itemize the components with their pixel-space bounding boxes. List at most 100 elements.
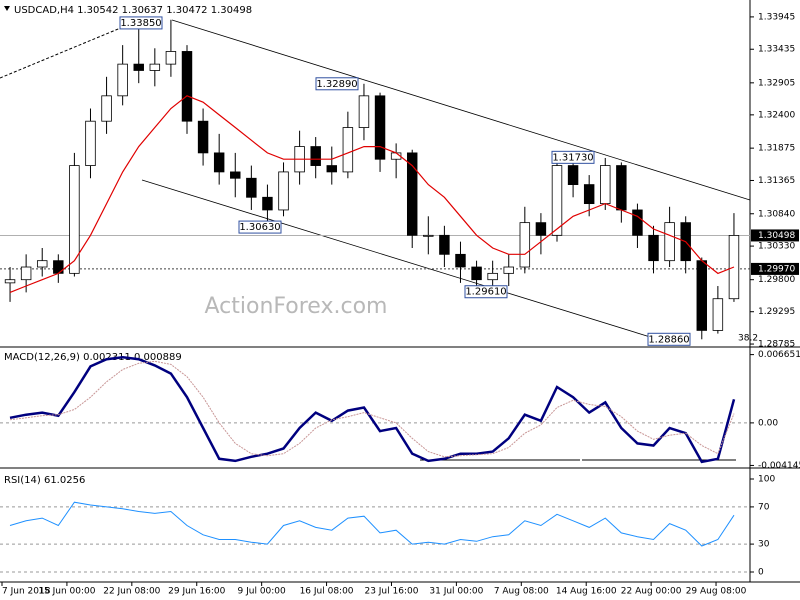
candle-body [326, 165, 338, 173]
price-annotation: 1.31730 [552, 152, 593, 163]
x-tick-label: 29 Aug 08:00 [686, 587, 747, 597]
x-tick-label: 14 Aug 16:00 [556, 587, 617, 597]
y-tick-label: -0.004145 [758, 461, 800, 471]
candle-body [36, 260, 48, 268]
candle-body [133, 63, 144, 71]
y-tick-label: 0.006651 [758, 350, 800, 360]
candle-body [583, 184, 595, 205]
macd-header: MACD(12,26,9) 0.002311 0.000889 [4, 352, 182, 363]
candle-body [4, 279, 16, 284]
x-tick-label: 31 Jul 00:00 [429, 587, 483, 597]
candle-body [423, 234, 434, 237]
last-price-label: 1.30498 [758, 231, 795, 241]
y-tick-label: 30 [758, 540, 770, 550]
candle-body [117, 63, 128, 97]
price-box [751, 262, 799, 275]
y-tick-label: 100 [758, 474, 775, 484]
channel-upper [171, 19, 751, 201]
y-tick-label: 1.28785 [758, 340, 795, 350]
candle-body [535, 222, 547, 236]
price-annotation-box [315, 77, 359, 91]
candle-body [262, 196, 273, 211]
x-tick-label: 23 Jul 16:00 [364, 587, 418, 597]
series-line [9, 95, 735, 293]
y-tick-label: 1.30840 [758, 209, 795, 219]
symbol-header: USDCAD,H4 1.30542 1.30637 1.30472 1.3049… [14, 5, 252, 16]
candle-body [406, 152, 418, 236]
x-tick-label: 22 Jun 08:00 [103, 587, 160, 597]
candle-body [358, 95, 370, 128]
y-tick-label: 70 [758, 502, 770, 512]
candle-body [246, 177, 257, 198]
candle-body [230, 171, 241, 179]
x-tick-label: 9 Jul 00:00 [238, 587, 287, 597]
price-annotation: 1.28860 [648, 334, 689, 345]
price-annotation-box [238, 220, 282, 234]
candle-body [616, 165, 627, 211]
fib-label: 38.2 [738, 334, 758, 344]
candle-body [487, 272, 498, 281]
candle-body [439, 234, 450, 255]
candle-body [149, 63, 161, 71]
candle-body [600, 165, 611, 205]
candle-body [632, 209, 643, 236]
y-tick-label: 1.29295 [758, 307, 795, 317]
candle-body [310, 146, 321, 166]
x-tick-label: 7 Aug 08:00 [494, 587, 549, 597]
x-tick-label: 16 Jul 08:00 [300, 587, 354, 597]
candle-body [471, 266, 482, 281]
y-tick-label: 0.00 [758, 418, 778, 428]
x-tick-label: 22 Aug 00:00 [621, 587, 682, 597]
x-tick-label: 15 Jun 00:00 [38, 587, 95, 597]
price-annotation-box [647, 332, 691, 346]
candle-body [342, 127, 354, 173]
candle-body [197, 120, 209, 154]
series-line [9, 355, 736, 464]
candle-body [551, 165, 563, 236]
candle-body [181, 51, 193, 122]
candle-body [664, 222, 675, 262]
candle-body [20, 266, 32, 281]
price-annotation: 1.32890 [316, 79, 357, 90]
price-annotation-box [119, 16, 163, 30]
y-tick-label: 1.33945 [758, 12, 795, 22]
y-tick-label: 1.31365 [758, 176, 795, 186]
x-tick-label: 29 Jun 16:00 [168, 587, 225, 597]
channel-lower [141, 179, 661, 341]
candle-body [374, 95, 386, 160]
x-tick-label: 7 Jun 2018 [2, 587, 51, 597]
candle-body [213, 152, 225, 173]
candle-body [165, 51, 177, 65]
candle-body [696, 260, 708, 331]
candle-body [278, 171, 289, 211]
candle-body [101, 95, 112, 122]
price-annotation: 1.29610 [465, 287, 506, 298]
candle-body [503, 266, 514, 274]
y-tick-label: 1.32400 [758, 110, 795, 120]
y-tick-label: 1.29800 [758, 275, 795, 285]
trend-line [0, 21, 136, 79]
price-annotation-box [551, 150, 595, 164]
series-line [9, 360, 735, 458]
price-annotation: 1.33850 [120, 18, 161, 29]
candle-body [519, 222, 531, 268]
level-label: 1.29970 [758, 264, 795, 274]
price-annotation: 1.30630 [239, 222, 280, 233]
price-box [751, 229, 799, 242]
menu-triangle [4, 6, 10, 11]
candle-body [712, 298, 724, 331]
candle-body [85, 120, 96, 166]
candle-body [69, 165, 80, 274]
candle-body [455, 253, 466, 268]
candle-body [648, 234, 659, 262]
y-tick-label: 1.31875 [758, 144, 795, 154]
y-tick-label: 1.30330 [758, 242, 795, 252]
rsi-header: RSI(14) 61.0256 [4, 475, 85, 486]
candle-body [567, 165, 579, 185]
y-tick-label: 1.32905 [758, 78, 795, 88]
y-tick-label: 0 [758, 568, 764, 578]
price-annotation-box [464, 285, 508, 299]
y-tick-label: 1.33435 [758, 45, 795, 55]
